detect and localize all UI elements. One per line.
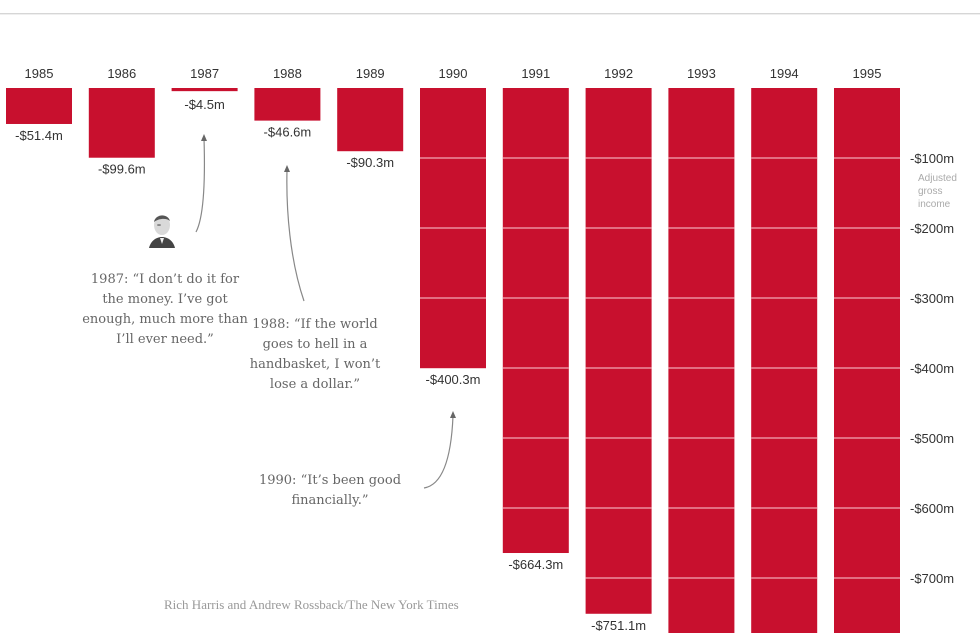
bar-1992 bbox=[585, 88, 652, 614]
year-label-1988: 1988 bbox=[273, 66, 302, 81]
top-divider-shadow bbox=[0, 14, 980, 15]
value-label-1990: -$400.3m bbox=[426, 372, 481, 387]
value-label-1989: -$90.3m bbox=[346, 155, 394, 170]
year-label-1993: 1993 bbox=[687, 66, 716, 81]
annotation-1988-line: lose a dollar.” bbox=[269, 377, 361, 392]
bar-1993 bbox=[668, 88, 735, 633]
annotation-1988-line: 1988: “If the world bbox=[252, 317, 378, 332]
arrowhead-1988 bbox=[284, 165, 290, 172]
y-tick-label: -$200m bbox=[910, 221, 954, 236]
year-label-1995: 1995 bbox=[853, 66, 882, 81]
y-tick-label: -$500m bbox=[910, 431, 954, 446]
annotation-1987-line: I’ll ever need.” bbox=[116, 332, 214, 347]
year-label-1991: 1991 bbox=[521, 66, 550, 81]
year-label-1987: 1987 bbox=[190, 66, 219, 81]
bar-1986 bbox=[88, 88, 155, 158]
credit-line: Rich Harris and Andrew Rossback/The New … bbox=[164, 597, 459, 612]
y-tick-label: -$100m bbox=[910, 151, 954, 166]
year-label-1990: 1990 bbox=[439, 66, 468, 81]
portrait-photo-icon bbox=[146, 210, 178, 250]
value-label-1992: -$751.1m bbox=[591, 618, 646, 633]
bar-1985 bbox=[6, 88, 72, 124]
bar-1991 bbox=[502, 88, 569, 554]
y-tick-label: -$300m bbox=[910, 291, 954, 306]
bar-1988 bbox=[254, 88, 321, 121]
value-label-1988: -$46.6m bbox=[264, 125, 312, 140]
year-label-1992: 1992 bbox=[604, 66, 633, 81]
value-labels-group: -$51.4m -$99.6m -$4.5m -$46.6m -$90.3m -$400.… bbox=[15, 97, 646, 633]
value-label-1987: -$4.5m bbox=[184, 97, 224, 112]
annotation-1987-line: 1987: “I don’t do it for bbox=[90, 272, 240, 287]
y-axis-title: income bbox=[918, 199, 951, 210]
y-axis-group: -$100m -$200m -$300m -$400m -$500m -$600m -$70… bbox=[910, 151, 957, 586]
bar-1989 bbox=[337, 88, 404, 152]
bar-1995 bbox=[834, 88, 900, 633]
annotation-1990: 1990: “It’s been good financially.” bbox=[250, 471, 410, 511]
annotation-1987: 1987: “I don’t do it for the money. I’ve… bbox=[70, 270, 260, 350]
year-label-1994: 1994 bbox=[770, 66, 799, 81]
annotation-arrows bbox=[195, 134, 456, 489]
annotation-1988: 1988: “If the world goes to hell in a ha… bbox=[245, 315, 385, 395]
y-tick-label: -$600m bbox=[910, 501, 954, 516]
value-label-1986: -$99.6m bbox=[98, 162, 146, 177]
value-label-1985: -$51.4m bbox=[15, 128, 63, 143]
arrow-1988 bbox=[286, 169, 305, 302]
annotation-1988-line: handbasket, I won’t bbox=[249, 357, 381, 372]
annotation-1990-line: financially.” bbox=[291, 493, 369, 508]
bar-1987 bbox=[171, 88, 238, 92]
value-label-1991: -$664.3m bbox=[508, 557, 563, 572]
arrowhead-1987 bbox=[201, 134, 207, 141]
bar-1994 bbox=[751, 88, 818, 633]
year-labels-group: 1985 1986 1987 1988 1989 1990 1991 1992 1993 1994… bbox=[25, 66, 882, 81]
y-axis-title: gross bbox=[918, 186, 942, 197]
arrowhead-1990 bbox=[450, 411, 456, 418]
y-tick-label: -$400m bbox=[910, 361, 954, 376]
annotation-1988-line: goes to hell in a bbox=[262, 337, 368, 352]
top-divider bbox=[0, 13, 980, 14]
arrow-1990 bbox=[423, 415, 454, 489]
annotation-1987-line: enough, much more than bbox=[82, 312, 248, 327]
annotation-1990-line: 1990: “It’s been good bbox=[258, 473, 402, 488]
annotation-1987-line: the money. I’ve got bbox=[102, 292, 228, 307]
year-label-1985: 1985 bbox=[25, 66, 54, 81]
year-label-1986: 1986 bbox=[107, 66, 136, 81]
arrow-1987 bbox=[195, 137, 206, 233]
y-tick-label: -$700m bbox=[910, 571, 954, 586]
gridlines-group bbox=[420, 157, 900, 579]
year-label-1989: 1989 bbox=[356, 66, 385, 81]
y-axis-title: Adjusted bbox=[918, 173, 957, 184]
